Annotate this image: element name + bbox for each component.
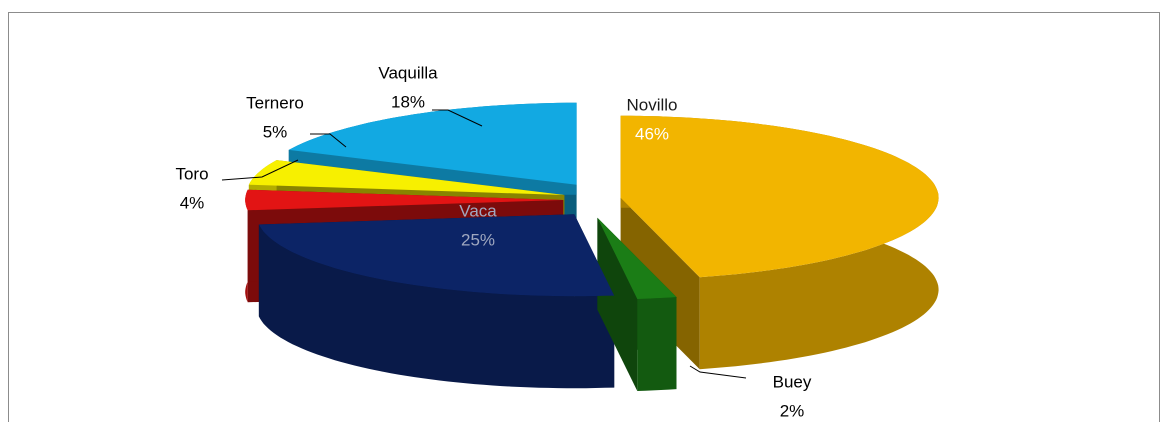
leader-line [221,159,299,181]
category-label: Toro [175,164,208,183]
category-label: Ternero [246,93,304,112]
category-label: Buey [773,372,812,391]
slice-outer-wall [637,297,677,391]
slice [258,214,615,297]
value-label: 4% [180,193,205,212]
slice [597,217,677,299]
slice [288,102,577,185]
value-label: 5% [263,122,288,141]
leader-lines [221,109,747,379]
category-label: Novillo [626,95,677,114]
leader-line [310,133,347,148]
pie [245,102,939,391]
value-label: 18% [391,92,425,111]
category-label: Vaca [459,201,497,220]
slice [248,160,565,195]
value-label: 2% [780,401,805,420]
slice-wall [597,217,638,391]
value-label: 25% [461,230,495,249]
category-label: Vaquilla [378,63,438,82]
leader-line [432,109,483,127]
slice-outer-wall [258,224,615,389]
slice [245,189,564,211]
leader-line [689,365,747,379]
slice-side [597,217,677,391]
slice [620,115,939,278]
value-label: 46% [635,124,669,143]
